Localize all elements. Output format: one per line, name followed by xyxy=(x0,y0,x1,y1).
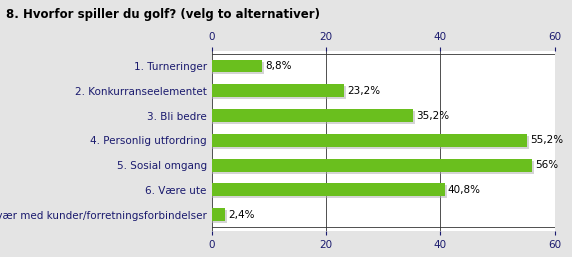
Bar xyxy=(212,134,527,147)
Text: 35,2%: 35,2% xyxy=(416,111,449,121)
Bar xyxy=(212,208,225,221)
Bar xyxy=(212,86,346,99)
Bar xyxy=(212,186,447,198)
Text: 40,8%: 40,8% xyxy=(448,185,481,195)
Bar xyxy=(212,159,532,172)
Text: 23,2%: 23,2% xyxy=(347,86,380,96)
Bar xyxy=(212,210,227,223)
Text: 8. Hvorfor spiller du golf? (velg to alternativer): 8. Hvorfor spiller du golf? (velg to alt… xyxy=(6,8,320,21)
Text: 2,4%: 2,4% xyxy=(228,210,255,220)
Bar xyxy=(212,111,415,124)
Bar xyxy=(212,183,445,196)
Bar xyxy=(212,62,264,75)
Bar xyxy=(212,109,413,122)
Text: 55,2%: 55,2% xyxy=(530,135,563,145)
Bar xyxy=(212,161,534,173)
Bar xyxy=(212,84,344,97)
Bar xyxy=(212,136,529,149)
Text: 8,8%: 8,8% xyxy=(265,61,291,71)
Bar xyxy=(212,60,262,72)
Text: 56%: 56% xyxy=(535,160,558,170)
